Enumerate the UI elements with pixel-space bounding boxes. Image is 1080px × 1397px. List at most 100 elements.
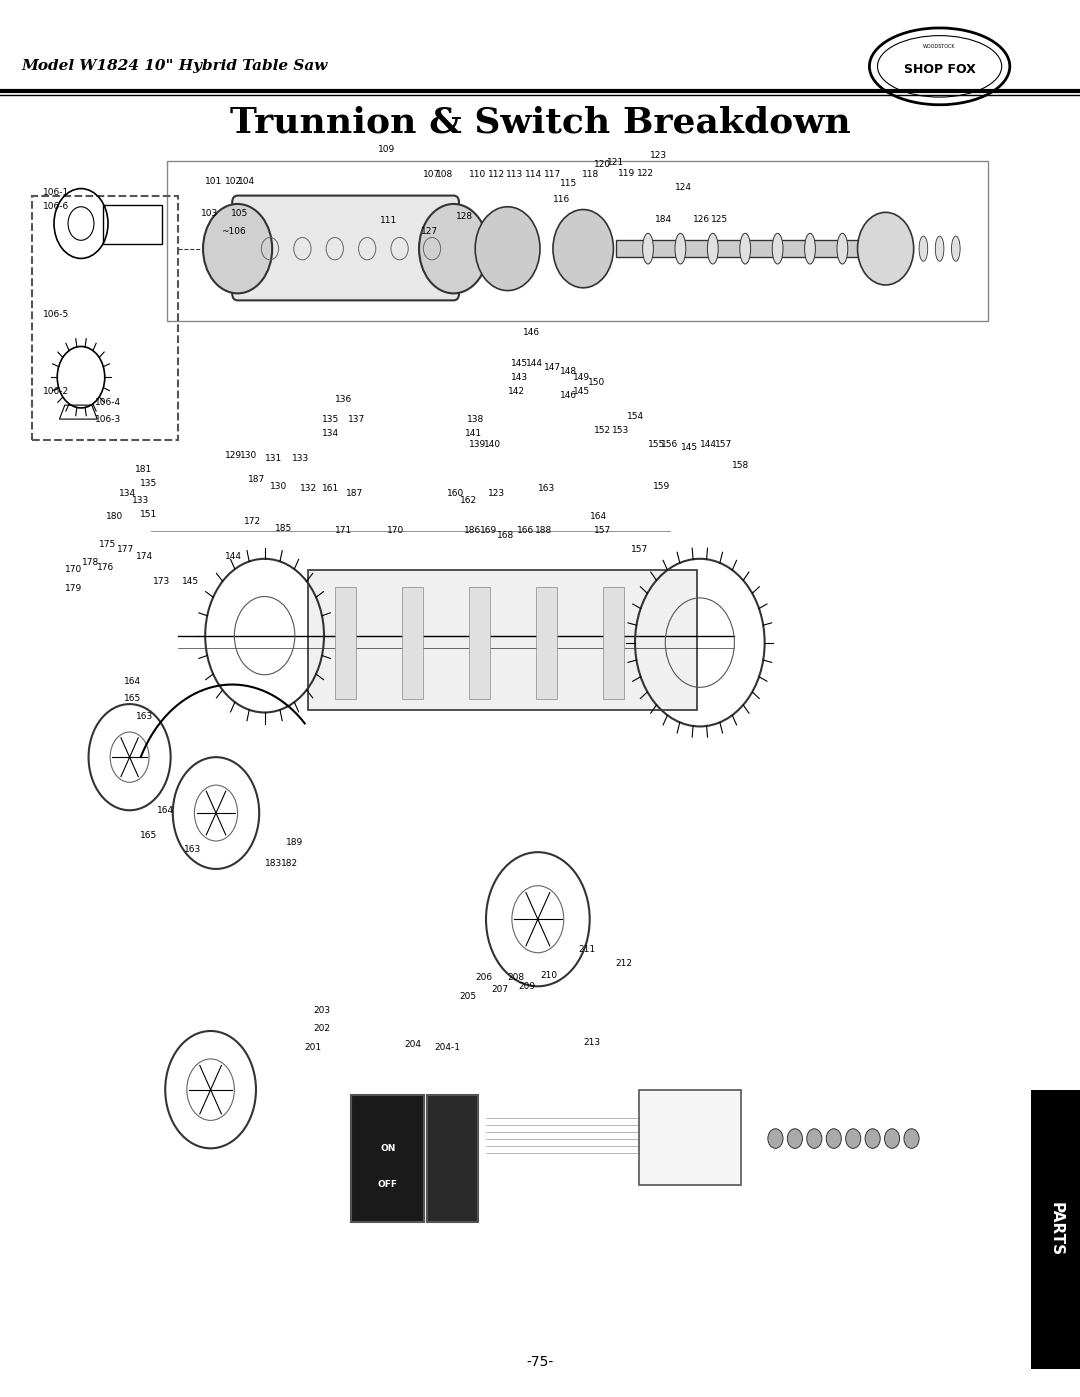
Text: 133: 133 xyxy=(132,496,149,504)
Text: 187: 187 xyxy=(346,489,363,497)
Text: 106-5: 106-5 xyxy=(43,310,69,319)
Text: 204-1: 204-1 xyxy=(434,1044,460,1052)
Text: 102: 102 xyxy=(225,177,242,186)
Text: 145: 145 xyxy=(511,359,528,367)
Text: 120: 120 xyxy=(594,161,611,169)
Text: 168: 168 xyxy=(497,531,514,539)
Text: 134: 134 xyxy=(119,489,136,497)
Text: 142: 142 xyxy=(508,387,525,395)
Text: 106-6: 106-6 xyxy=(43,203,69,211)
Text: 121: 121 xyxy=(607,158,624,166)
Circle shape xyxy=(419,204,488,293)
Ellipse shape xyxy=(675,233,686,264)
Text: 115: 115 xyxy=(559,179,577,187)
Text: 187: 187 xyxy=(248,475,266,483)
Text: 144: 144 xyxy=(225,552,242,560)
Text: 143: 143 xyxy=(511,373,528,381)
Text: 153: 153 xyxy=(612,426,630,434)
Circle shape xyxy=(846,1129,861,1148)
Bar xyxy=(469,587,490,698)
Text: 128: 128 xyxy=(456,212,473,221)
Text: 176: 176 xyxy=(97,563,114,571)
Text: 171: 171 xyxy=(335,527,352,535)
Text: 103: 103 xyxy=(201,210,218,218)
Text: 181: 181 xyxy=(135,465,152,474)
Text: 186: 186 xyxy=(464,527,482,535)
Ellipse shape xyxy=(772,233,783,264)
Text: 105: 105 xyxy=(231,210,248,218)
Text: 135: 135 xyxy=(322,415,339,423)
Bar xyxy=(335,587,356,698)
Ellipse shape xyxy=(951,236,960,261)
Text: 158: 158 xyxy=(732,461,750,469)
Text: OFF: OFF xyxy=(378,1180,397,1189)
Bar xyxy=(167,161,988,321)
FancyBboxPatch shape xyxy=(351,1095,424,1222)
Text: 126: 126 xyxy=(693,215,711,224)
Circle shape xyxy=(858,212,914,285)
Text: 147: 147 xyxy=(544,363,562,372)
Text: 116: 116 xyxy=(553,196,570,204)
FancyBboxPatch shape xyxy=(427,1095,478,1222)
Text: 106-4: 106-4 xyxy=(95,398,121,407)
Circle shape xyxy=(904,1129,919,1148)
Text: 161: 161 xyxy=(322,485,339,493)
Bar xyxy=(103,205,162,244)
Text: 211: 211 xyxy=(578,946,595,954)
Text: 135: 135 xyxy=(140,479,158,488)
Text: 155: 155 xyxy=(648,440,665,448)
Text: 106-1: 106-1 xyxy=(43,189,69,197)
Text: 104: 104 xyxy=(238,177,255,186)
Text: WOODSTOCK: WOODSTOCK xyxy=(923,45,956,49)
Text: 140: 140 xyxy=(484,440,501,448)
Text: 182: 182 xyxy=(281,859,298,868)
Text: 165: 165 xyxy=(140,831,158,840)
Text: 208: 208 xyxy=(508,974,525,982)
Text: 148: 148 xyxy=(559,367,577,376)
Text: 156: 156 xyxy=(661,440,678,448)
Text: 173: 173 xyxy=(153,577,171,585)
Text: 172: 172 xyxy=(244,517,261,525)
Text: 170: 170 xyxy=(65,566,82,574)
Text: 145: 145 xyxy=(572,387,590,395)
Text: 132: 132 xyxy=(300,485,318,493)
Text: 170: 170 xyxy=(387,527,404,535)
Ellipse shape xyxy=(707,233,718,264)
Text: 213: 213 xyxy=(583,1038,600,1046)
Text: 146: 146 xyxy=(523,328,540,337)
Bar xyxy=(536,587,557,698)
Text: 184: 184 xyxy=(654,215,672,224)
Text: 178: 178 xyxy=(82,559,99,567)
Ellipse shape xyxy=(805,233,815,264)
Text: 185: 185 xyxy=(275,524,293,532)
Text: 169: 169 xyxy=(480,527,497,535)
Text: 165: 165 xyxy=(124,694,141,703)
Circle shape xyxy=(807,1129,822,1148)
Ellipse shape xyxy=(643,233,653,264)
Text: 130: 130 xyxy=(270,482,287,490)
Text: -75-: -75- xyxy=(526,1355,554,1369)
Text: 134: 134 xyxy=(322,429,339,437)
Text: 201: 201 xyxy=(305,1044,322,1052)
Text: 164: 164 xyxy=(157,806,174,814)
Text: 209: 209 xyxy=(518,982,536,990)
Text: 137: 137 xyxy=(348,415,365,423)
Text: 175: 175 xyxy=(99,541,117,549)
Text: 114: 114 xyxy=(525,170,542,179)
Text: 130: 130 xyxy=(240,451,257,460)
Text: 109: 109 xyxy=(378,145,395,154)
Ellipse shape xyxy=(919,236,928,261)
Text: 141: 141 xyxy=(464,429,482,437)
Text: 152: 152 xyxy=(594,426,611,434)
Text: 174: 174 xyxy=(136,552,153,560)
Text: 139: 139 xyxy=(469,440,486,448)
Text: 154: 154 xyxy=(626,412,644,420)
Text: 166: 166 xyxy=(517,527,535,535)
Text: 179: 179 xyxy=(65,584,82,592)
Bar xyxy=(308,570,697,710)
Text: 188: 188 xyxy=(535,527,552,535)
Text: 202: 202 xyxy=(313,1024,330,1032)
Text: 164: 164 xyxy=(590,513,607,521)
Circle shape xyxy=(865,1129,880,1148)
Text: 207: 207 xyxy=(491,985,509,993)
